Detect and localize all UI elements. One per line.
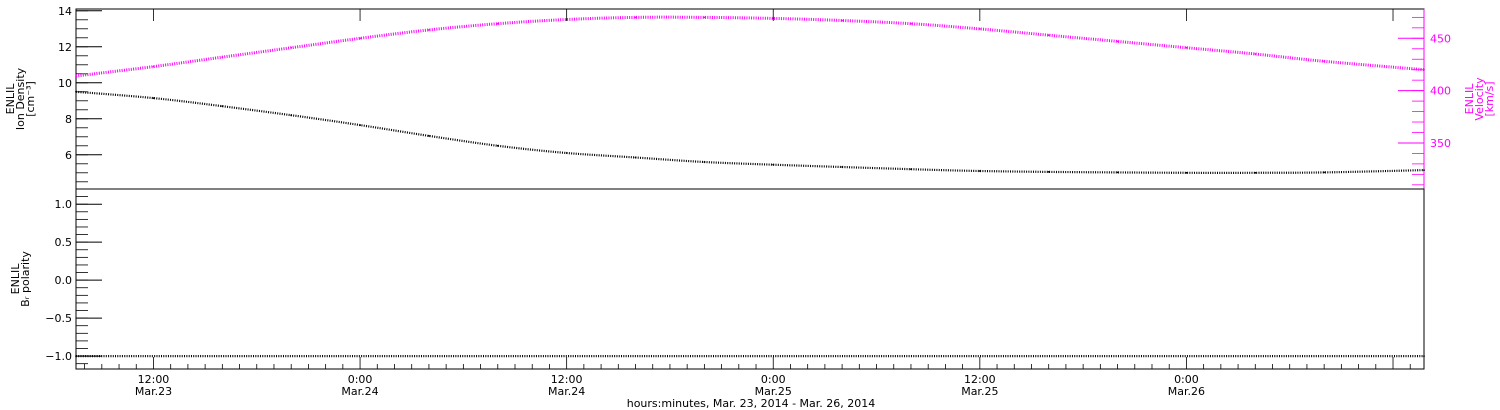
data-point	[221, 56, 224, 58]
data-point	[1323, 60, 1325, 63]
data-point	[1323, 171, 1325, 174]
x-tick-date: Mar.24	[341, 385, 378, 398]
data-point	[359, 124, 361, 126]
left-axis-label-line: [cm⁻³]	[24, 81, 37, 117]
data-point	[841, 166, 843, 168]
panel-frame	[75, 188, 1425, 370]
data-point	[359, 37, 361, 40]
data-point	[978, 28, 981, 30]
x-tick-time: 12:00	[551, 373, 583, 386]
data-point	[428, 135, 430, 137]
data-point	[1047, 171, 1050, 173]
data-point	[221, 105, 224, 108]
data-point	[1423, 68, 1425, 71]
data-point	[75, 90, 77, 93]
left-tick-label: −0.5	[45, 312, 72, 325]
data-point	[1423, 355, 1425, 357]
time-axis: 12:00Mar.230:00Mar.2412:00Mar.240:00Mar.…	[84, 9, 1411, 398]
data-point	[496, 22, 499, 25]
x-tick-date: Mar.25	[961, 385, 998, 398]
x-axis-label: hours:minutes, Mar. 23, 2014 - Mar. 26, …	[627, 397, 876, 410]
left-tick-label: −1.0	[45, 350, 72, 363]
left-tick-label: 6	[65, 149, 72, 162]
data-point	[910, 22, 912, 25]
data-point	[978, 170, 981, 172]
right-axis-label-line: ENLIL	[1463, 83, 1476, 115]
data-point	[703, 16, 706, 19]
data-point	[290, 114, 293, 117]
left-axis-label-line: ENLIL	[4, 83, 17, 115]
data-point	[75, 355, 77, 357]
series-line-0	[75, 90, 1425, 174]
right-axis-label-line: [km/s]	[1483, 81, 1496, 116]
data-point	[75, 75, 77, 77]
x-tick-time: 0:00	[1174, 373, 1199, 386]
left-axis-label-line: Ion Density	[14, 67, 27, 130]
series-line-1	[75, 15, 1425, 78]
data-point	[565, 152, 568, 154]
data-point	[428, 29, 430, 31]
data-point	[1116, 171, 1119, 174]
data-point	[1254, 171, 1257, 174]
left-tick-label: 12	[58, 41, 72, 54]
data-point	[841, 19, 843, 22]
x-tick-date: Mar.25	[755, 385, 792, 398]
x-tick-time: 0:00	[761, 373, 786, 386]
data-point	[634, 16, 637, 19]
data-point	[152, 97, 155, 99]
data-point	[1116, 40, 1119, 43]
data-point	[703, 161, 706, 163]
x-tick-date: Mar.23	[135, 385, 172, 398]
data-point	[634, 156, 637, 159]
right-tick-label: 400	[1430, 85, 1451, 98]
data-point	[1185, 46, 1188, 49]
right-tick-label: 350	[1430, 137, 1451, 150]
left-tick-label: 8	[65, 113, 72, 126]
right-tick-label: 450	[1430, 32, 1451, 45]
data-point	[152, 65, 155, 68]
left-axis-label-line: ENLIL	[9, 263, 22, 295]
left-tick-label: 10	[58, 77, 72, 90]
data-point	[772, 163, 775, 166]
x-tick-time: 12:00	[138, 373, 170, 386]
data-point	[1185, 171, 1188, 174]
data-point	[1423, 169, 1425, 172]
left-tick-label: 14	[58, 5, 72, 18]
x-tick-date: Mar.24	[548, 385, 585, 398]
x-tick-date: Mar.26	[1168, 385, 1205, 398]
data-point	[1047, 34, 1050, 37]
data-point	[290, 46, 293, 49]
x-tick-time: 12:00	[964, 373, 996, 386]
left-tick-label: 0.5	[55, 236, 73, 249]
right-axis-label-line: Velocity	[1473, 77, 1486, 121]
left-tick-label: 1.0	[55, 198, 73, 211]
data-point	[496, 144, 499, 147]
data-point	[1254, 53, 1257, 55]
left-tick-label: 0.0	[55, 274, 73, 287]
panel-frame	[75, 8, 1425, 190]
x-tick-time: 0:00	[348, 373, 373, 386]
data-point	[910, 168, 912, 171]
left-axis-label-line: Bᵣ polarity	[19, 251, 32, 307]
